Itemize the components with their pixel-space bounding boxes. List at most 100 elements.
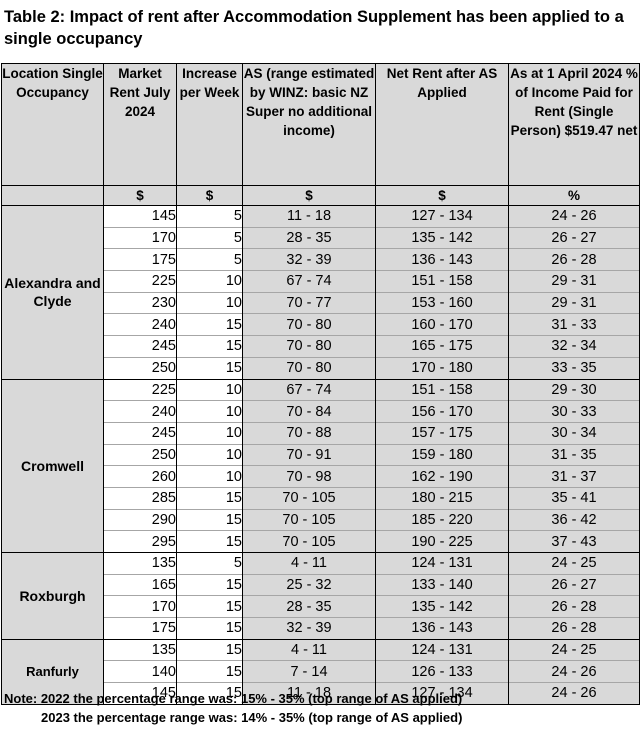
as-range-cell: 70 - 105	[242, 530, 376, 553]
income-percent-cell: 36 - 42	[508, 508, 640, 531]
net-rent-cell: 135 - 142	[375, 595, 509, 618]
net-rent-cell: 159 - 180	[375, 443, 509, 466]
table-row: 165 15 25 - 32 133 - 140 26 - 27	[2, 573, 640, 596]
table-title: Table 2: Impact of rent after Accommodat…	[4, 8, 624, 48]
income-percent-cell: 31 - 37	[508, 465, 640, 488]
income-percent-cell: 29 - 31	[508, 291, 640, 314]
income-percent-cell: 31 - 33	[508, 313, 640, 336]
table-row: 175 5 32 - 39 136 - 143 26 - 28	[2, 248, 640, 271]
table-row: 175 15 32 - 39 136 - 143 26 - 28	[2, 617, 640, 640]
increase-cell: 10	[176, 465, 243, 488]
increase-cell: 15	[176, 682, 243, 705]
header-row: Location Single Occupancy Market Rent Ju…	[1, 63, 640, 186]
location-cell: Cromwell	[1, 378, 104, 553]
unit-increase: $	[176, 185, 243, 206]
market-rent-cell: 175	[103, 617, 177, 640]
income-percent-cell: 30 - 33	[508, 400, 640, 423]
location-cell: Ranfurly	[1, 638, 104, 705]
table-row: 245 10 70 - 88 157 - 175 30 - 34	[2, 421, 640, 445]
table-row: 170 5 28 - 35 135 - 142 26 - 27	[2, 226, 640, 249]
market-rent-cell: 245	[103, 335, 177, 358]
footnote-line-2022: Note: 2022 the percentage range was: 15%…	[4, 691, 463, 706]
as-range-cell: 70 - 80	[242, 313, 376, 336]
income-percent-cell: 29 - 30	[508, 378, 640, 401]
market-rent-cell: 230	[103, 291, 177, 314]
header-as-range: AS (range estimated by WINZ: basic NZ Su…	[242, 63, 376, 186]
net-rent-cell: 170 - 180	[375, 356, 509, 380]
net-rent-cell: 124 - 131	[375, 552, 509, 575]
as-range-cell: 4 - 11	[242, 552, 376, 575]
as-range-cell: 70 - 80	[242, 335, 376, 358]
as-range-cell: 70 - 105	[242, 486, 376, 510]
income-percent-cell: 24 - 25	[508, 552, 640, 575]
as-range-cell: 7 - 14	[242, 660, 376, 683]
table-row: 140 15 7 - 14 126 - 133 24 - 26	[2, 660, 640, 683]
net-rent-cell: 133 - 140	[375, 573, 509, 596]
table-row: 230 10 70 - 77 153 - 160 29 - 31	[2, 291, 640, 314]
net-rent-cell: 156 - 170	[375, 400, 509, 423]
footnote-line-2023: 2023 the percentage range was: 14% - 35%…	[41, 710, 463, 725]
net-rent-cell: 136 - 143	[375, 617, 509, 640]
increase-cell: 15	[176, 638, 243, 661]
market-rent-cell: 145	[103, 205, 177, 228]
increase-cell: 15	[176, 486, 243, 510]
increase-cell: 5	[176, 226, 243, 249]
table-row: 245 15 70 - 80 165 - 175 32 - 34	[2, 335, 640, 358]
table-row: 225 10 67 - 74 151 - 158 29 - 31	[2, 270, 640, 293]
unit-as-range: $	[242, 185, 376, 206]
as-range-cell: 70 - 88	[242, 421, 376, 445]
net-rent-cell: 190 - 225	[375, 530, 509, 553]
net-rent-cell: 185 - 220	[375, 508, 509, 531]
as-range-cell: 11 - 18	[242, 205, 376, 228]
table-row: 260 10 70 - 98 162 - 190 31 - 37	[2, 465, 640, 488]
table-body: Alexandra and Clyde 145 5 11 - 18 127 - 134 2…	[1, 205, 640, 705]
increase-cell: 15	[176, 595, 243, 618]
market-rent-cell: 225	[103, 378, 177, 401]
table-row: 290 15 70 - 105 185 - 220 36 - 42	[2, 508, 640, 531]
increase-cell: 15	[176, 617, 243, 640]
table-row: 240 10 70 - 84 156 - 170 30 - 33	[2, 400, 640, 423]
income-percent-cell: 24 - 26	[508, 682, 640, 705]
table-row: Ranfurly 135 15 4 - 11 124 - 131 24 - 25	[1, 638, 640, 705]
market-rent-cell: 240	[103, 400, 177, 423]
table-row: 295 15 70 - 105 190 - 225 37 - 43	[2, 530, 640, 553]
net-rent-cell: 127 - 134	[375, 682, 509, 705]
market-rent-cell: 145	[103, 682, 177, 705]
increase-cell: 5	[176, 552, 243, 575]
as-range-cell: 70 - 105	[242, 508, 376, 531]
unit-location	[1, 185, 104, 206]
table-row: Roxburgh 135 5 4 - 11 124 - 131 24 - 25	[1, 552, 640, 640]
income-percent-cell: 33 - 35	[508, 356, 640, 380]
income-percent-cell: 24 - 26	[508, 660, 640, 683]
market-rent-cell: 260	[103, 465, 177, 488]
market-rent-cell: 135	[103, 552, 177, 575]
as-range-cell: 70 - 80	[242, 356, 376, 380]
table-row: 240 15 70 - 80 160 - 170 31 - 33	[2, 313, 640, 336]
header-income-percent: As at 1 April 2024 % of Income Paid for …	[508, 63, 640, 186]
increase-cell: 5	[176, 248, 243, 271]
increase-cell: 15	[176, 313, 243, 336]
increase-cell: 10	[176, 270, 243, 293]
market-rent-cell: 140	[103, 660, 177, 683]
as-range-cell: 67 - 74	[242, 378, 376, 401]
units-row: $ $ $ $ %	[1, 185, 640, 206]
net-rent-cell: 151 - 158	[375, 378, 509, 401]
market-rent-cell: 170	[103, 226, 177, 249]
market-rent-cell: 240	[103, 313, 177, 336]
increase-cell: 10	[176, 443, 243, 466]
income-percent-cell: 31 - 35	[508, 443, 640, 466]
net-rent-cell: 151 - 158	[375, 270, 509, 293]
net-rent-cell: 180 - 215	[375, 486, 509, 510]
as-range-cell: 4 - 11	[242, 638, 376, 661]
increase-cell: 10	[176, 291, 243, 314]
income-percent-cell: 32 - 34	[508, 335, 640, 358]
location-cell: Alexandra and Clyde	[1, 205, 104, 380]
net-rent-cell: 136 - 143	[375, 248, 509, 271]
as-range-cell: 28 - 35	[242, 595, 376, 618]
increase-cell: 15	[176, 335, 243, 358]
unit-income-percent: %	[508, 185, 640, 206]
as-range-cell: 70 - 77	[242, 291, 376, 314]
market-rent-cell: 225	[103, 270, 177, 293]
table-row: Cromwell 225 10 67 - 74 151 - 158 29 - 30	[1, 378, 640, 553]
as-range-cell: 70 - 91	[242, 443, 376, 466]
